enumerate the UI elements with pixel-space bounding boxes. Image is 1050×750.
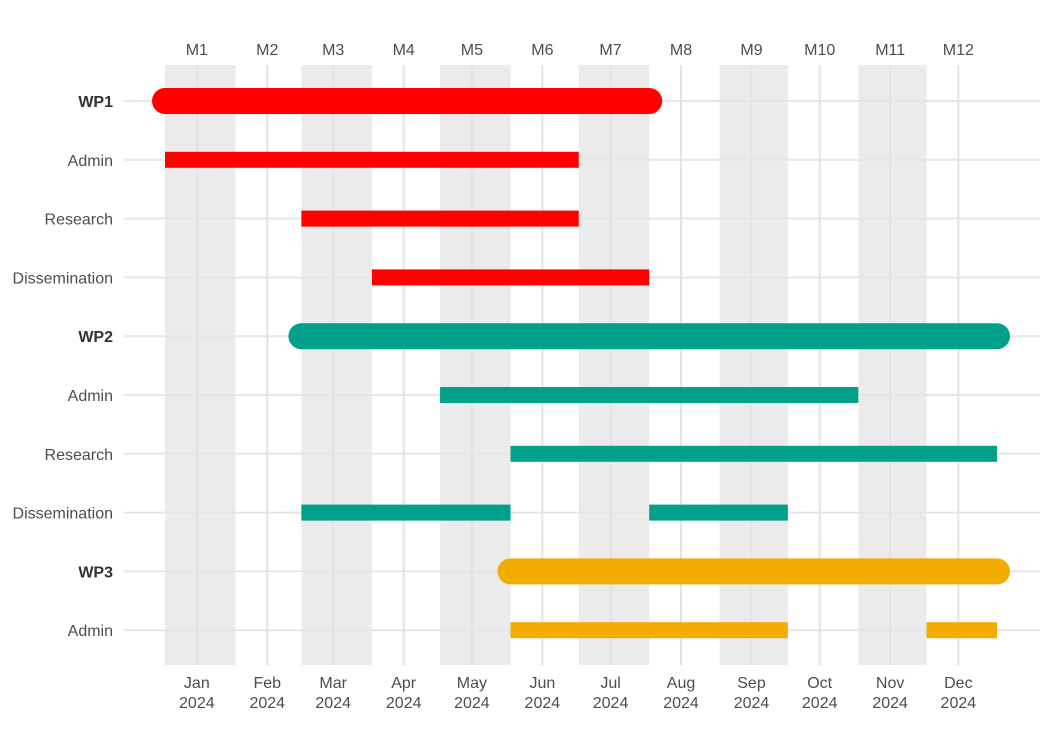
top-tick-label: M6: [531, 42, 553, 59]
wp-label: WP3: [78, 564, 113, 581]
bottom-tick-month: Dec: [944, 675, 972, 692]
top-tick-label: M12: [943, 42, 974, 59]
bottom-tick-month: Nov: [876, 675, 904, 692]
top-tick-label: M3: [322, 42, 344, 59]
bottom-tick-month: Oct: [807, 675, 832, 692]
bars: [152, 88, 1010, 639]
task-bar: [510, 622, 788, 639]
bottom-tick-year: 2024: [315, 695, 351, 712]
bottom-tick-month: Jan: [184, 675, 210, 692]
top-tick-label: M11: [875, 42, 905, 59]
bottom-tick-month: Apr: [391, 675, 417, 692]
task-bar: [301, 210, 579, 227]
top-tick-label: M8: [670, 42, 692, 59]
top-tick-label: M7: [599, 42, 621, 59]
bottom-tick-month: Jun: [529, 675, 555, 692]
bottom-tick-month: Jul: [600, 675, 620, 692]
bottom-tick-year: 2024: [872, 695, 908, 712]
bottom-tick-year: 2024: [454, 695, 490, 712]
task-bar: [165, 151, 579, 168]
task-label: Research: [45, 447, 113, 464]
top-tick-label: M9: [740, 42, 762, 59]
bottom-tick-year: 2024: [386, 695, 422, 712]
axis-labels: WP1 Admin Research Dissemination WP2 Admin Res…: [13, 42, 977, 712]
task-label: Admin: [68, 388, 113, 405]
task-bar: [301, 504, 511, 521]
task-label: Admin: [68, 623, 113, 640]
bottom-tick-year: 2024: [802, 695, 838, 712]
wp-label: WP1: [78, 94, 113, 111]
bottom-tick-month: Sep: [737, 675, 766, 692]
task-label: Dissemination: [13, 270, 113, 287]
bottom-tick-year: 2024: [179, 695, 215, 712]
bottom-tick-month: Mar: [319, 675, 347, 692]
task-label: Dissemination: [13, 506, 113, 523]
top-tick-label: M10: [804, 42, 835, 59]
bottom-tick-year: 2024: [734, 695, 770, 712]
bottom-tick-month: May: [457, 675, 487, 692]
bottom-tick-year: 2024: [593, 695, 629, 712]
bottom-tick-year: 2024: [941, 695, 977, 712]
task-bar: [440, 387, 859, 403]
top-tick-label: M2: [256, 42, 278, 59]
bottom-tick-year: 2024: [525, 695, 561, 712]
bottom-tick-year: 2024: [663, 695, 699, 712]
task-label: Research: [45, 212, 113, 229]
task-bar: [926, 622, 997, 639]
bottom-tick-month: Feb: [254, 675, 282, 692]
task-bar: [371, 269, 650, 286]
task-bar: [649, 504, 788, 521]
task-bar: [510, 445, 997, 462]
top-tick-label: M5: [461, 42, 483, 59]
top-tick-label: M4: [393, 42, 415, 59]
wp-label: WP2: [78, 329, 113, 346]
bottom-tick-month: Aug: [667, 675, 695, 692]
task-label: Admin: [68, 153, 113, 170]
top-tick-label: M1: [186, 42, 208, 59]
bottom-tick-year: 2024: [249, 695, 285, 712]
